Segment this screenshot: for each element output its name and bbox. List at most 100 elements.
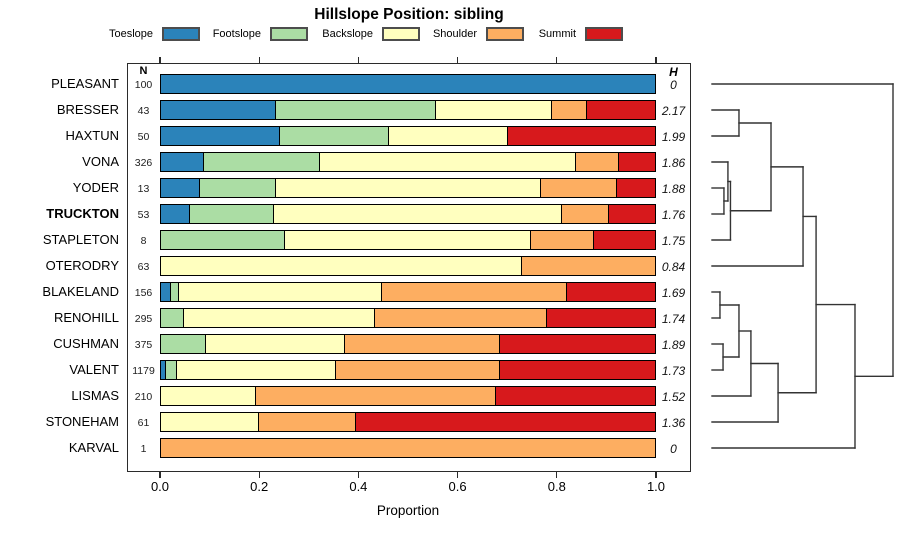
n-column-header: N [139, 65, 148, 77]
chart-title: Hillslope Position: sibling [314, 6, 504, 23]
x-axis-tick-bottom [655, 472, 657, 478]
x-axis-title: Proportion [376, 503, 440, 518]
bar-segment-backslope [161, 257, 521, 275]
row-n-value: 63 [137, 261, 150, 273]
bar-segment-footslope [278, 127, 388, 145]
stacked-bar [160, 152, 656, 172]
legend-label: Summit [538, 28, 576, 40]
bar-segment-backslope [183, 309, 374, 327]
row-h-value: 1.75 [661, 234, 686, 248]
x-axis-tick-label: 0.8 [547, 479, 566, 494]
x-axis-tick-top [159, 57, 161, 63]
bar-segment-backslope [204, 335, 344, 353]
row-n-value: 53 [137, 209, 150, 221]
row-h-value: 1.99 [661, 130, 686, 144]
bar-segment-shoulder [530, 231, 593, 249]
row-n-value: 295 [134, 313, 153, 325]
row-h-value: 1.69 [661, 286, 686, 300]
stacked-bar [160, 412, 656, 432]
row-label: VALENT [69, 362, 119, 377]
row-h-value: 1.73 [661, 364, 686, 378]
row-label: KARVAL [68, 440, 119, 455]
bar-segment-backslope [161, 413, 258, 431]
x-axis-tick-bottom [457, 472, 459, 478]
bar-segment-shoulder [539, 179, 617, 197]
legend-swatch-footslope [270, 27, 308, 41]
stacked-bar [160, 308, 656, 328]
bar-segment-shoulder [560, 205, 608, 223]
row-n-value: 326 [134, 157, 153, 169]
stacked-bar [160, 360, 656, 380]
bar-segment-toeslope [161, 283, 171, 301]
bar-segment-summit [592, 231, 655, 249]
row-h-value: 1.88 [661, 182, 686, 196]
row-label: YODER [72, 180, 119, 195]
row-h-value: 1.74 [661, 312, 686, 326]
bar-segment-backslope [161, 387, 256, 405]
row-n-value: 50 [137, 131, 150, 143]
x-axis-tick-bottom [357, 472, 359, 478]
stacked-bar [160, 204, 656, 224]
bar-segment-footslope [161, 335, 205, 353]
row-n-value: 375 [134, 339, 153, 351]
stacked-bar [160, 230, 656, 250]
bar-segment-shoulder [255, 387, 495, 405]
bar-segment-shoulder [373, 309, 547, 327]
bar-segment-summit [546, 309, 655, 327]
x-axis-tick-top [655, 57, 657, 63]
row-label: LISMAS [71, 388, 119, 403]
row-h-value: 1.86 [661, 156, 686, 170]
row-label: PLEASANT [51, 76, 119, 91]
row-label: VONA [82, 154, 119, 169]
row-n-value: 61 [137, 417, 150, 429]
row-h-value: 0.84 [661, 260, 686, 274]
x-axis-tick-top [556, 57, 558, 63]
legend-label: Shoulder [432, 28, 477, 40]
bar-segment-backslope [435, 101, 551, 119]
stacked-bar [160, 126, 656, 146]
row-n-value: 1 [140, 443, 147, 455]
bar-segment-toeslope [161, 127, 279, 145]
bar-segment-footslope [203, 153, 319, 171]
bar-segment-backslope [176, 361, 335, 379]
bar-segment-footslope [165, 361, 177, 379]
bar-segment-backslope [283, 231, 531, 249]
bar-segment-shoulder [343, 335, 500, 353]
bar-segment-summit [354, 413, 655, 431]
stacked-bar [160, 256, 656, 276]
row-n-value: 1179 [132, 365, 155, 377]
bar-segment-backslope [275, 179, 540, 197]
bar-segment-summit [566, 283, 655, 301]
stacked-bar [160, 282, 656, 302]
row-label: CUSHMAN [53, 336, 119, 351]
bar-segment-footslope [274, 101, 436, 119]
x-axis-tick-bottom [258, 472, 260, 478]
bar-segment-backslope [177, 283, 382, 301]
legend-item-toeslope: Toeslope [0, 27, 200, 42]
stacked-bar [160, 438, 656, 458]
legend-swatch-toeslope [162, 27, 200, 41]
row-label: OTERODRY [45, 258, 119, 273]
bar-segment-footslope [170, 283, 178, 301]
row-n-value: 8 [140, 235, 147, 247]
bar-segment-footslope [161, 231, 284, 249]
bar-segment-backslope [318, 153, 576, 171]
bar-segment-footslope [188, 205, 274, 223]
x-axis-tick-label: 0.6 [448, 479, 467, 494]
legend-item-footslope: Footslope [0, 27, 308, 42]
bar-segment-toeslope [161, 361, 166, 379]
bar-segment-summit [607, 205, 655, 223]
row-h-value: 2.17 [661, 104, 686, 118]
row-h-value: 0 [670, 78, 677, 92]
row-n-value: 156 [134, 287, 153, 299]
row-h-value: 1.89 [661, 338, 686, 352]
row-h-value: 0 [670, 442, 677, 456]
stacked-bar [160, 334, 656, 354]
bar-segment-summit [585, 101, 655, 119]
row-label: TRUCKTON [46, 206, 119, 221]
bar-segment-shoulder [520, 257, 655, 275]
bar-segment-shoulder [575, 153, 618, 171]
x-axis-tick-top [357, 57, 359, 63]
legend-item-backslope: Backslope [0, 27, 420, 42]
